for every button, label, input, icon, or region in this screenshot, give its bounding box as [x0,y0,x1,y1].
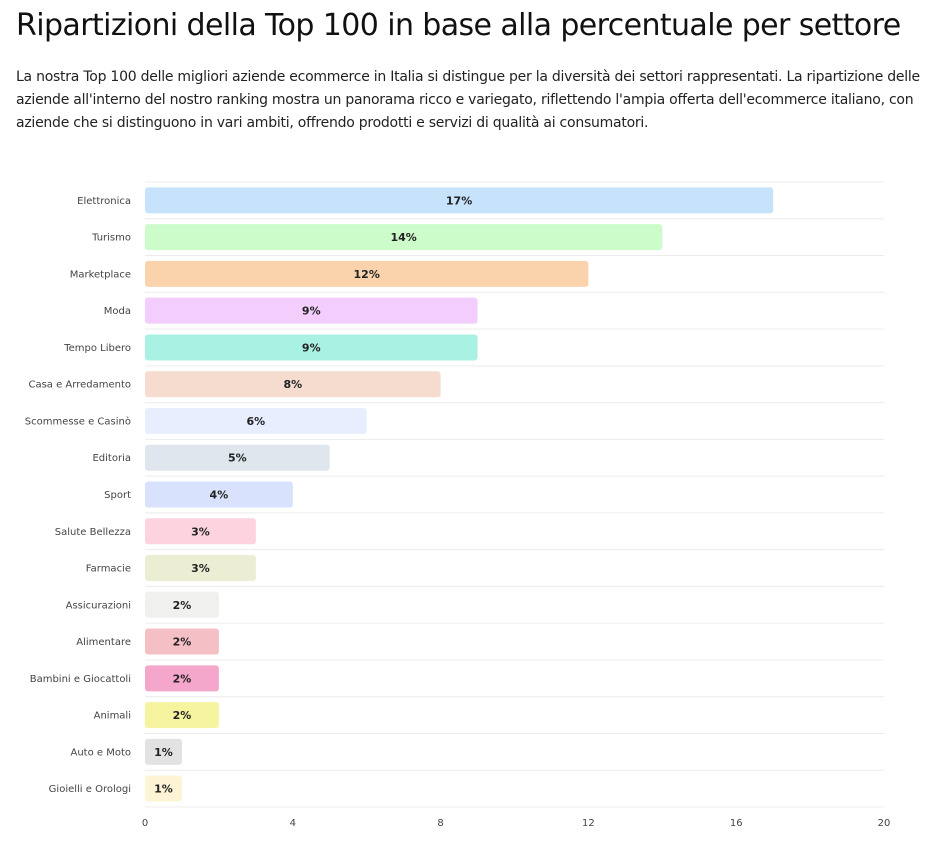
bar [145,187,774,214]
x-tick-label: 16 [730,818,743,829]
bar [145,334,478,361]
bar [145,481,293,508]
bar [145,371,441,398]
category-label: Salute Bellezza [55,527,131,538]
bar [145,555,256,582]
intro-paragraph: La nostra Top 100 delle migliori aziende… [16,69,920,131]
bar [145,444,330,471]
sector-bar-chart: Elettronica 17% Turismo 14% Marketplace 12% Mo… [25,181,891,829]
category-label: Marketplace [70,269,131,280]
bar [145,224,663,251]
category-label: Farmacie [86,564,131,575]
category-label: Alimentare [76,637,131,648]
data-label: 2% [173,599,192,612]
bar [145,775,182,802]
x-tick-label: 0 [142,818,148,829]
data-label: 2% [173,636,192,649]
data-label: 4% [210,489,229,502]
data-label: 9% [302,305,321,318]
category-label: Animali [94,711,131,722]
data-label: 6% [247,415,266,428]
bar [145,518,256,545]
data-label: 3% [191,525,210,538]
data-label: 17% [446,194,472,207]
bar [145,738,182,765]
category-label: Gioielli e Orologi [49,784,131,795]
category-label: Editoria [92,453,131,464]
category-label: Tempo Libero [63,343,131,354]
category-label: Sport [104,490,131,501]
bar [145,407,367,434]
bar [145,628,219,655]
bar [145,297,478,324]
category-label: Auto e Moto [70,747,131,758]
bar [145,702,219,729]
category-label: Casa e Arredamento [28,380,131,391]
data-label: 14% [390,231,416,244]
data-label: 9% [302,341,321,354]
bar [145,665,219,692]
category-label: Scommesse e Casinò [25,415,131,427]
category-label: Elettronica [77,196,131,207]
x-tick-label: 20 [878,818,891,829]
data-label: 8% [283,378,302,391]
category-label: Moda [104,306,131,317]
category-label: Bambini e Giocattoli [30,674,131,685]
category-label: Assicurazioni [66,600,131,611]
bar [145,591,219,618]
data-label: 2% [173,672,192,685]
x-tick-label: 4 [290,818,296,829]
bar [145,260,589,287]
data-label: 2% [173,709,192,722]
data-label: 1% [154,783,173,796]
category-label: Turismo [91,233,131,244]
data-label: 3% [191,562,210,575]
x-tick-label: 8 [437,818,443,829]
data-label: 5% [228,452,247,465]
data-label: 12% [354,268,380,281]
x-tick-label: 12 [582,818,595,829]
data-label: 1% [154,746,173,759]
page-title: Ripartizioni della Top 100 in base alla … [16,8,901,43]
